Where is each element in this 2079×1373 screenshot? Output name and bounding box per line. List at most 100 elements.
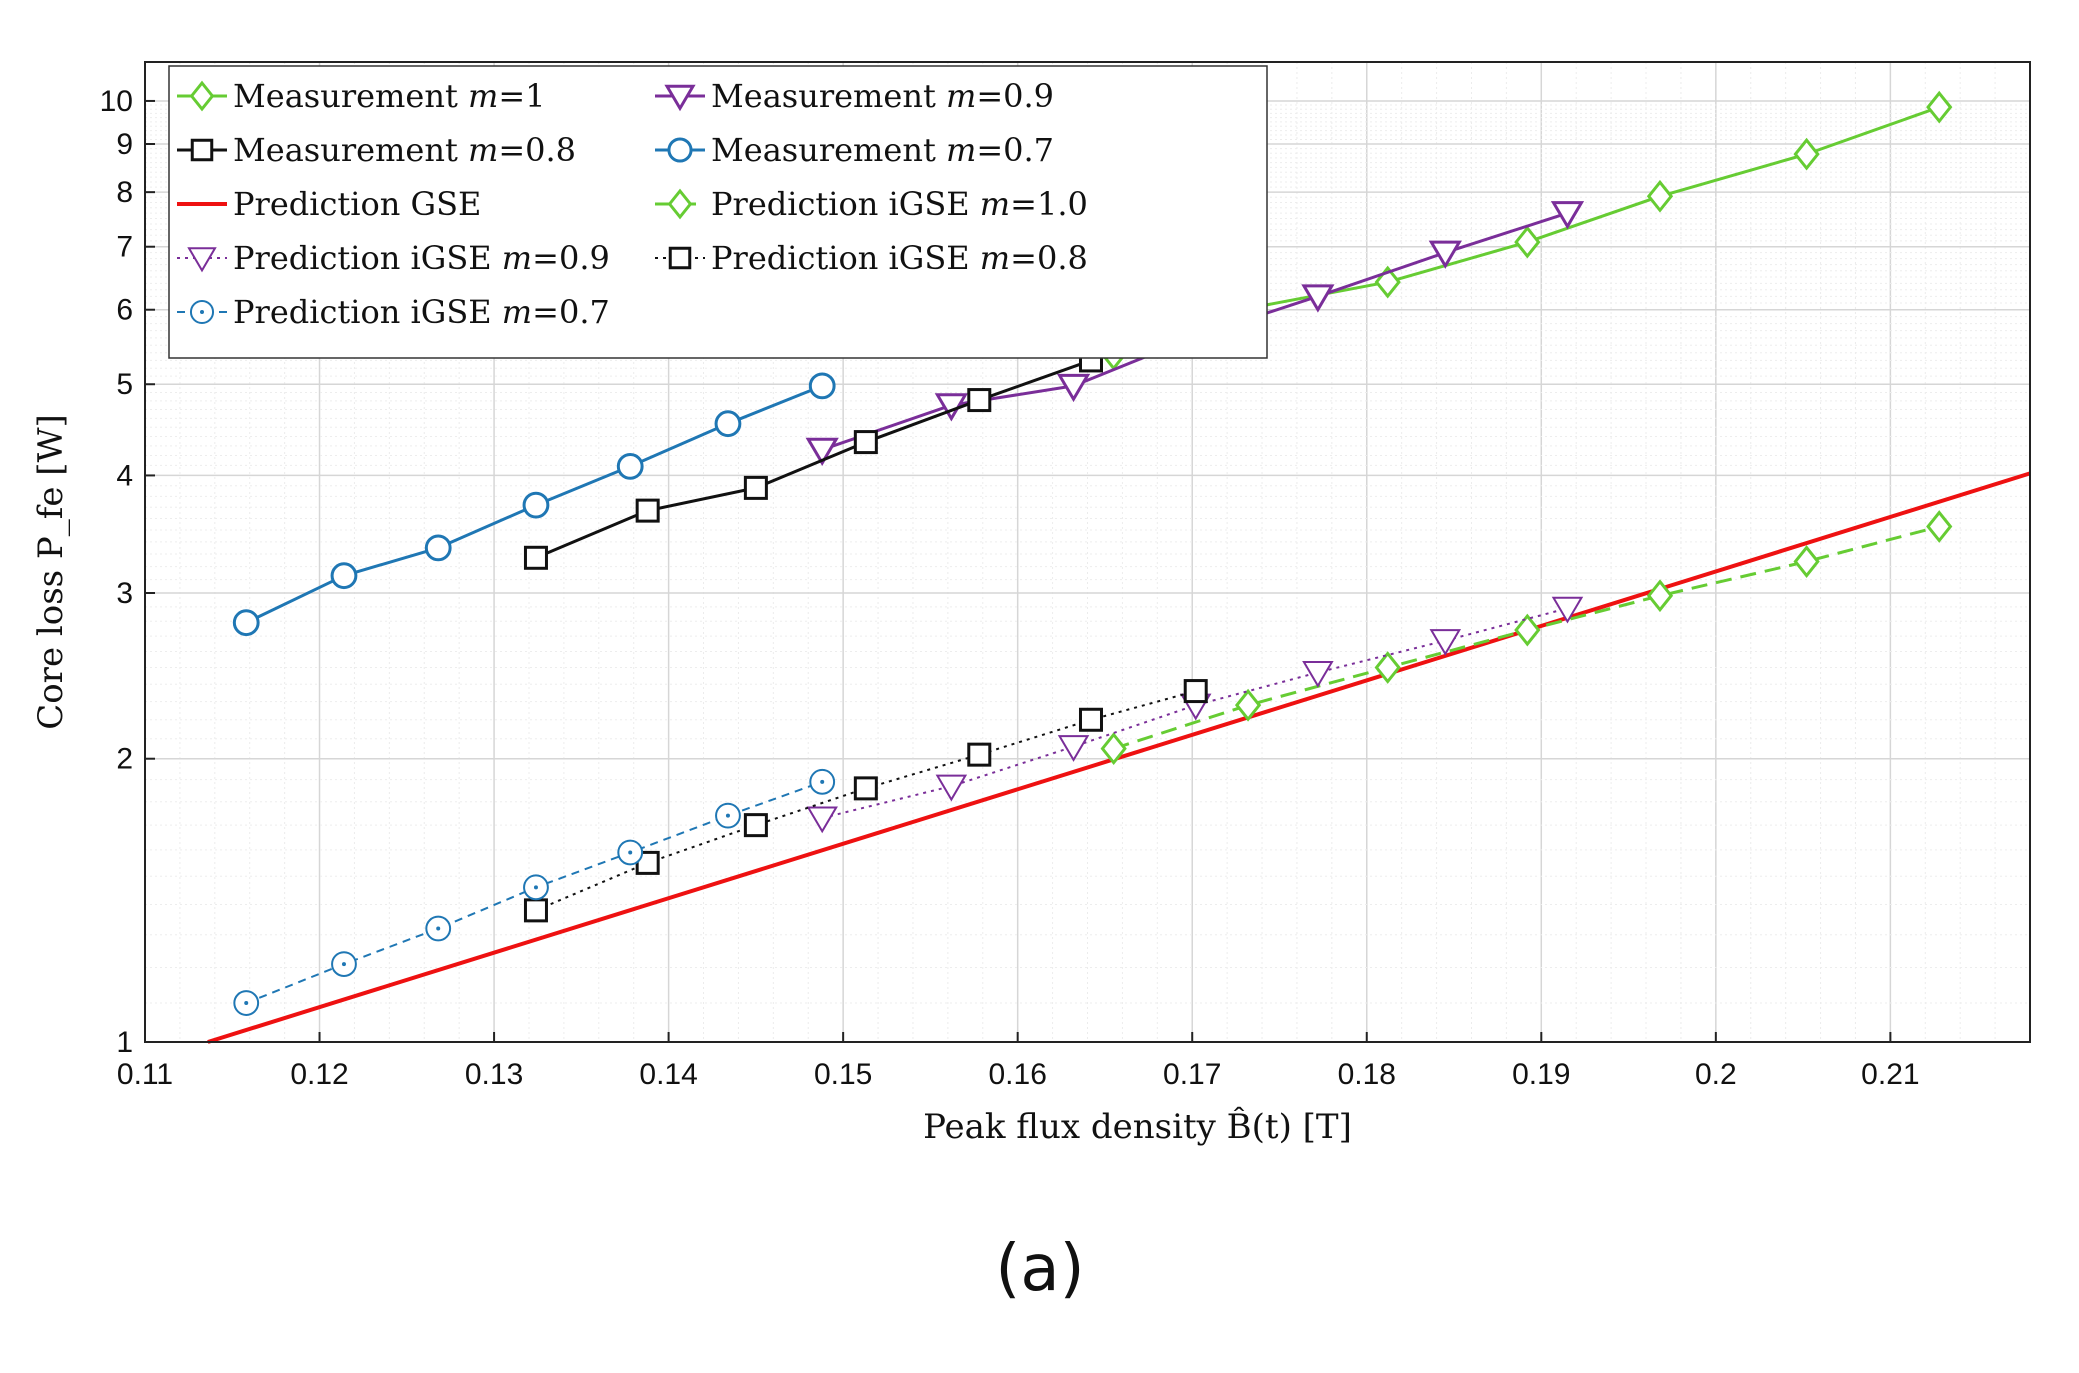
- data-point: [523, 545, 548, 570]
- data-point-center: [341, 962, 346, 967]
- data-point: [1514, 613, 1541, 647]
- data-point: [1428, 240, 1462, 269]
- series-8: [233, 768, 836, 1016]
- legend-label: Prediction iGSE m=0.9: [233, 239, 610, 277]
- data-point: [1302, 660, 1334, 688]
- data-point: [1374, 265, 1401, 299]
- data-point: [808, 372, 836, 400]
- legend-swatch-marker: [190, 138, 214, 162]
- x-tick-label: 0.21: [1861, 1058, 1919, 1091]
- legend-swatch-marker-center: [200, 310, 204, 314]
- data-point: [1100, 732, 1127, 766]
- y-tick-label: 4: [116, 459, 133, 492]
- y-tick-label: 3: [116, 577, 133, 610]
- y-tick-label: 5: [116, 368, 133, 401]
- legend: Measurement m=1 Measurement m=0.9 Measurem…: [168, 65, 1268, 359]
- data-point-center: [725, 813, 730, 818]
- data-point: [1514, 225, 1541, 259]
- panel-label: (a): [995, 1232, 1084, 1306]
- data-point: [806, 806, 838, 834]
- y-tick-label: 10: [100, 85, 133, 118]
- x-axis-label: Peak flux density B̂(t) [T]: [923, 1106, 1352, 1147]
- data-point: [1550, 201, 1585, 230]
- data-point: [1926, 90, 1953, 124]
- x-tick-label: 0.17: [1163, 1058, 1221, 1091]
- data-point-center: [436, 926, 441, 931]
- legend-swatch-marker: [668, 246, 692, 270]
- x-tick-label: 0.19: [1512, 1058, 1570, 1091]
- data-point-center: [244, 1001, 249, 1006]
- data-point: [1646, 579, 1674, 613]
- data-point: [935, 774, 968, 802]
- data-point: [523, 898, 548, 923]
- legend-item-5: Prediction iGSE m=1.0: [655, 185, 1088, 223]
- x-tick-label: 0.16: [988, 1058, 1046, 1091]
- plot-frame: [144, 61, 2031, 1043]
- tick-layer: 0.11 0.12 0.13 0.14 0.15 0.16 0.17 0.18 0.19 0.2 0…: [100, 85, 1920, 1091]
- y-axis-label: Core loss P_fe [W]: [31, 414, 71, 730]
- data-point: [1646, 179, 1674, 213]
- data-point: [232, 609, 260, 637]
- data-point: [330, 562, 358, 590]
- x-tick-label: 0.14: [639, 1058, 697, 1091]
- data-point: [1183, 679, 1208, 704]
- data-point: [1793, 545, 1820, 578]
- data-point: [1234, 688, 1262, 722]
- data-point-center: [533, 885, 538, 890]
- series-6: [806, 596, 1584, 834]
- legend-swatch-marker: [187, 247, 217, 273]
- data-point: [967, 388, 992, 413]
- data-point: [616, 452, 644, 480]
- y-tick-label: 8: [116, 176, 133, 209]
- data-point: [1551, 596, 1584, 624]
- x-tick-label: 0.13: [465, 1058, 523, 1091]
- legend-label: Prediction iGSE m=0.7: [233, 293, 610, 331]
- data-point-center: [628, 850, 633, 855]
- legend-item-0: Measurement m=1: [177, 77, 545, 115]
- legend-swatch-marker: [667, 188, 693, 220]
- legend-box: [168, 65, 1268, 359]
- data-point: [424, 534, 452, 562]
- data-point: [522, 491, 550, 519]
- y-tick-label: 2: [116, 743, 133, 776]
- x-tick-label: 0.11: [117, 1058, 173, 1091]
- legend-label: Measurement m=1: [233, 77, 545, 115]
- data-point: [1926, 510, 1953, 543]
- data-point-center: [820, 779, 825, 784]
- x-tick-label: 0.15: [814, 1058, 872, 1091]
- legend-swatch-marker: [664, 84, 696, 112]
- data-point: [1301, 284, 1335, 313]
- data-point: [1057, 735, 1090, 762]
- data-point: [743, 813, 768, 838]
- legend-label: Prediction GSE: [233, 185, 481, 223]
- legend-label: Prediction iGSE m=1.0: [711, 185, 1088, 223]
- x-tick-label: 0.2: [1695, 1058, 1737, 1091]
- legend-item-3: Measurement m=0.7: [655, 131, 1054, 169]
- data-point: [635, 498, 660, 523]
- legend-item-4: Prediction GSE: [177, 185, 481, 223]
- series-7: [523, 679, 1208, 923]
- x-tick-label: 0.12: [290, 1058, 348, 1091]
- legend-label: Measurement m=0.7: [711, 131, 1054, 169]
- data-point: [714, 410, 742, 438]
- data-point: [1078, 707, 1103, 732]
- legend-item-1: Measurement m=0.9: [655, 77, 1054, 115]
- data-point: [1056, 373, 1091, 403]
- legend-item-7: Prediction iGSE m=0.8: [655, 239, 1088, 277]
- y-tick-label: 7: [116, 231, 133, 264]
- data-point: [853, 776, 878, 801]
- data-point: [805, 437, 839, 466]
- data-point: [967, 742, 992, 767]
- legend-item-8: Prediction iGSE m=0.7: [177, 293, 610, 331]
- legend-swatch-marker: [667, 137, 693, 163]
- data-point: [1793, 137, 1820, 171]
- y-tick-label: 1: [116, 1026, 133, 1059]
- legend-label: Measurement m=0.9: [711, 77, 1054, 115]
- series-5: [1100, 510, 1953, 766]
- data-point: [1429, 629, 1462, 656]
- legend-item-6: Prediction iGSE m=0.9: [177, 239, 610, 277]
- legend-swatch-marker: [189, 80, 215, 112]
- legend-label: Prediction iGSE m=0.8: [711, 239, 1088, 277]
- series-3: [232, 372, 836, 637]
